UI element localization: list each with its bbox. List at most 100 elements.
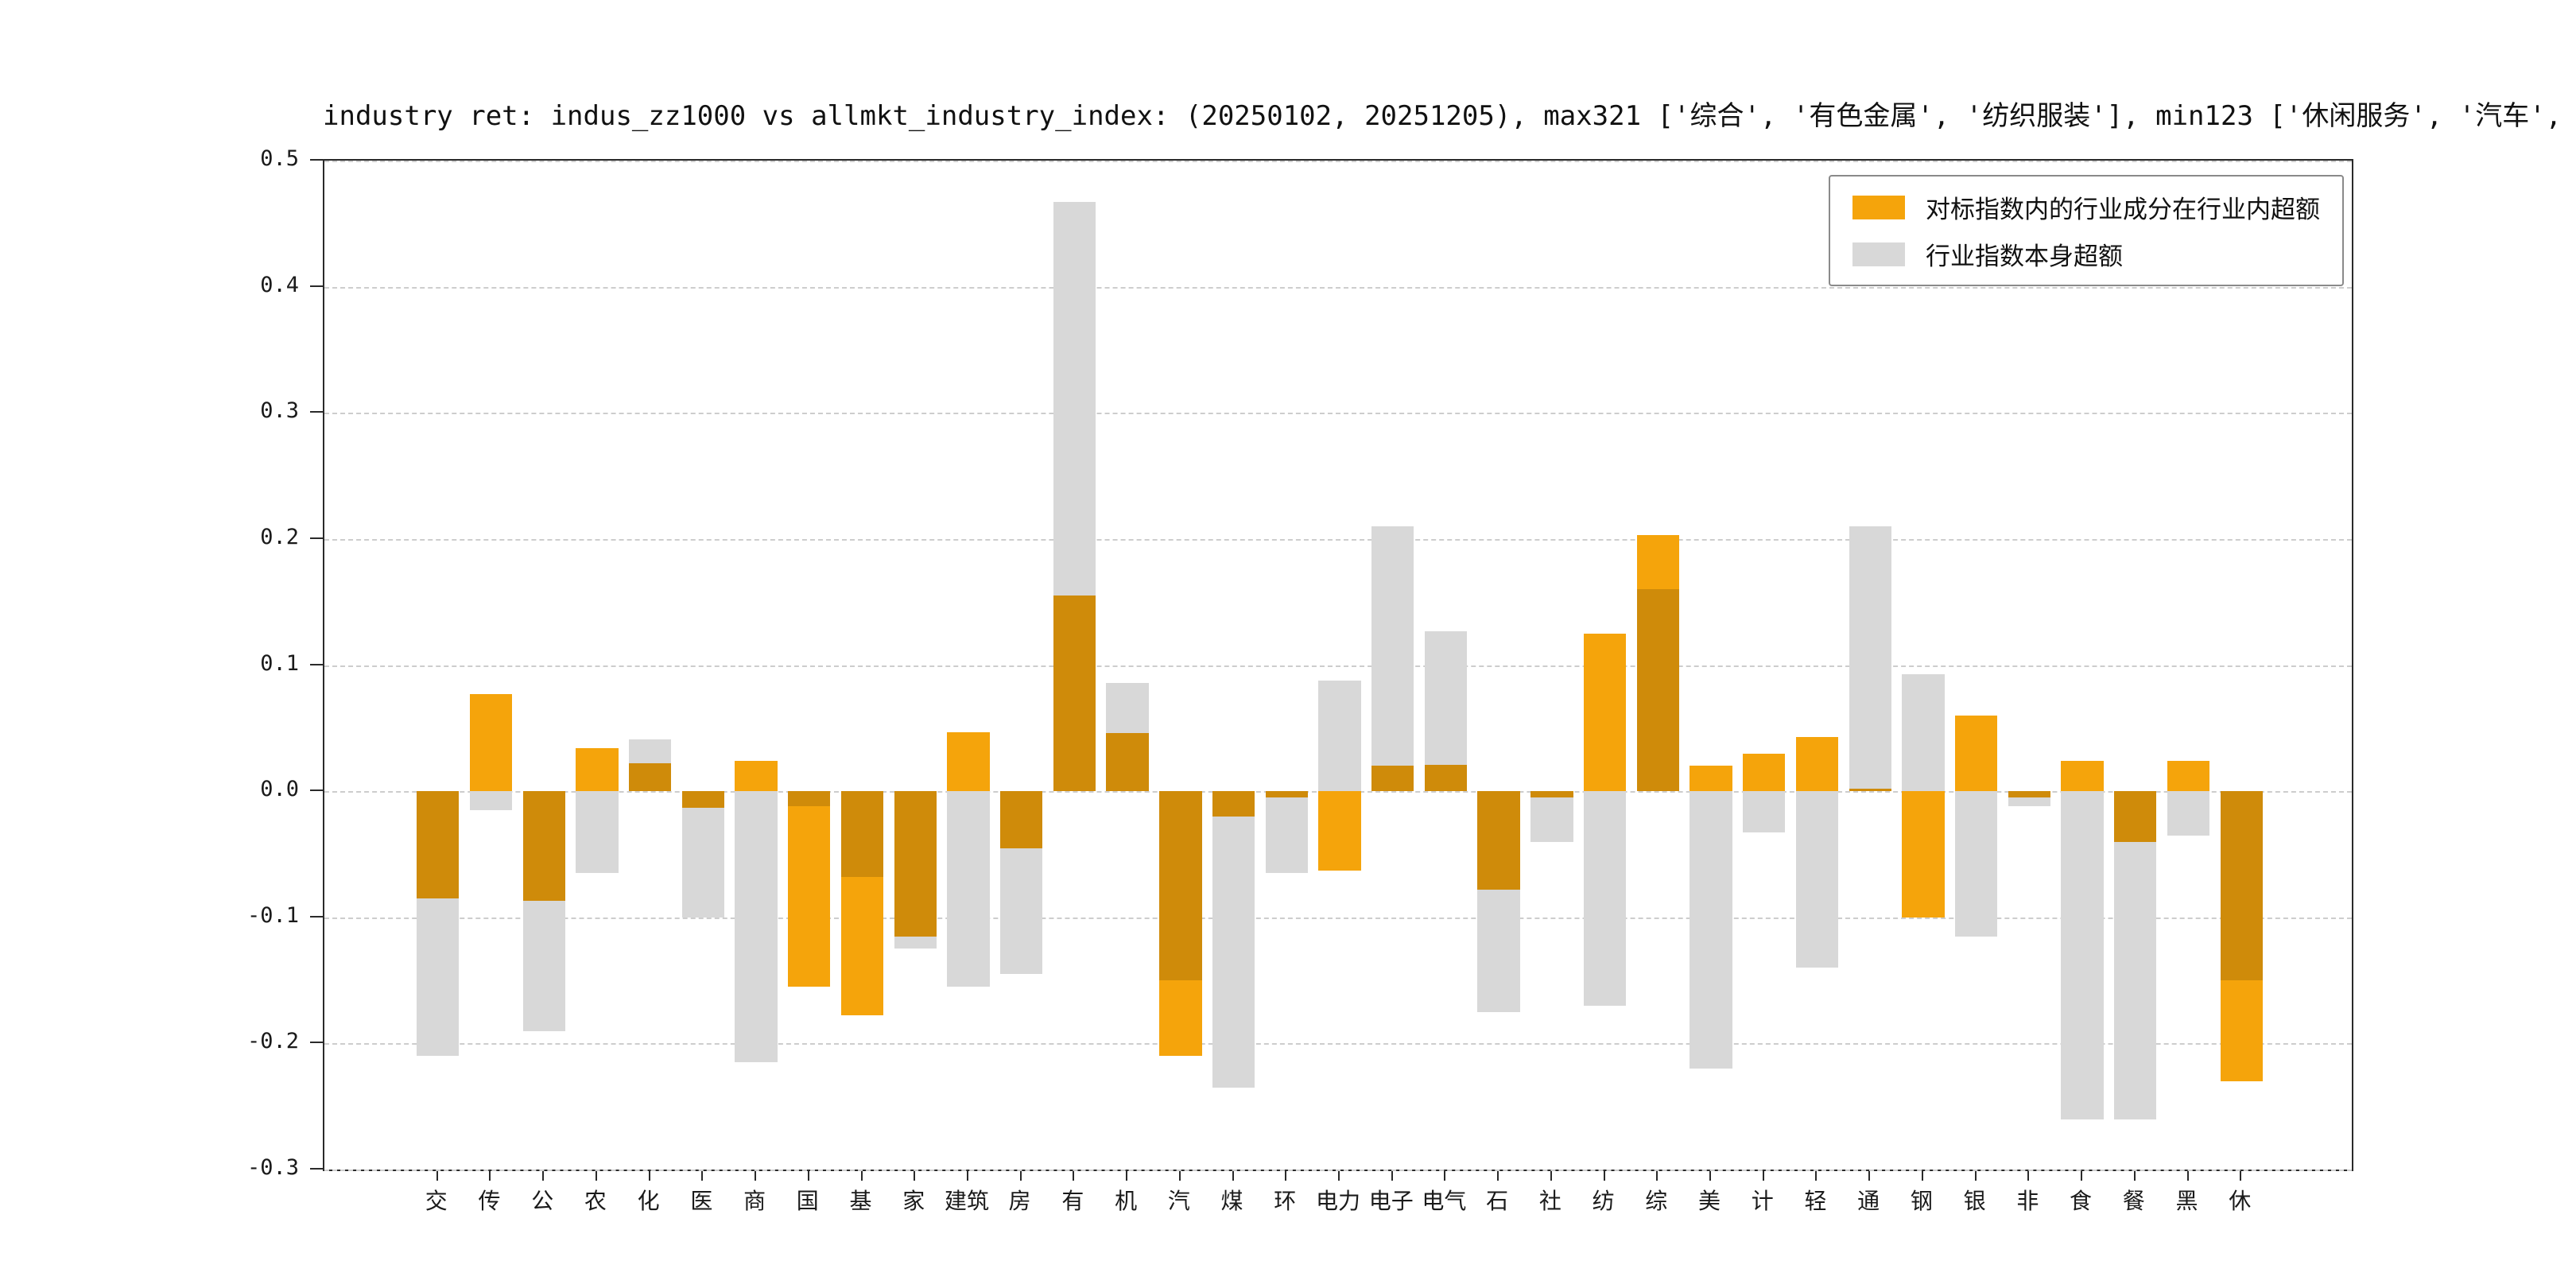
x-tick-label: 食 xyxy=(2070,1188,2093,1214)
legend-item: 对标指数内的行业成分在行业内超额 xyxy=(1852,189,2320,225)
x-tick-label: 社 xyxy=(1538,1188,1562,1214)
bar-gray-纺 xyxy=(1583,791,1627,1006)
x-tick-label: 电力 xyxy=(1315,1188,1360,1214)
x-tick-label: 基 xyxy=(849,1188,872,1214)
bar-gray-钢 xyxy=(1902,673,1945,792)
plot-area: 对标指数内的行业成分在行业内超额 行业指数本身超额 xyxy=(323,159,2353,1171)
bar-orange-传 xyxy=(469,693,513,792)
x-tick-label: 交 xyxy=(425,1188,448,1214)
x-tick-label: 石 xyxy=(1486,1188,1509,1214)
bar-gray-通 xyxy=(1849,526,1891,792)
bar-gray-银 xyxy=(1954,791,1998,937)
x-tick-label: 汽 xyxy=(1167,1188,1190,1214)
x-tick-label: 有 xyxy=(1061,1188,1084,1214)
bar-orange-美 xyxy=(1690,766,1732,792)
bar-orange-电力 xyxy=(1318,791,1361,871)
bar-orange-餐 xyxy=(2114,791,2157,842)
x-tick-label: 电子 xyxy=(1368,1188,1414,1214)
bar-gray-美 xyxy=(1690,791,1732,1069)
x-tick-mark xyxy=(1921,1171,1923,1181)
x-tick-mark xyxy=(1126,1171,1128,1181)
bar-orange-建筑 xyxy=(947,731,990,792)
bar-orange-休 xyxy=(2220,791,2263,1081)
bar-orange-农 xyxy=(576,748,619,792)
bar-gray-建筑 xyxy=(947,791,990,987)
bar-gray-煤 xyxy=(1212,791,1255,1088)
x-tick-mark xyxy=(648,1171,650,1181)
legend: 对标指数内的行业成分在行业内超额 行业指数本身超额 xyxy=(1829,175,2344,286)
bar-orange-有 xyxy=(1053,596,1096,792)
x-tick-mark xyxy=(2186,1171,2189,1181)
x-tick-mark xyxy=(966,1171,968,1181)
y-tick-mark xyxy=(310,663,323,665)
x-tick-mark xyxy=(1178,1171,1181,1181)
bar-orange-钢 xyxy=(1902,791,1945,918)
bar-gray-环 xyxy=(1265,791,1308,874)
x-tick-label: 化 xyxy=(637,1188,660,1214)
bar-orange-交 xyxy=(417,791,460,898)
x-tick-mark xyxy=(807,1171,809,1181)
bar-orange-轻 xyxy=(1795,736,1839,792)
x-tick-label: 煤 xyxy=(1220,1188,1243,1214)
x-tick-mark xyxy=(1285,1171,1287,1181)
y-tick-mark xyxy=(310,537,323,539)
x-tick-mark xyxy=(1656,1171,1658,1181)
y-tick-label: 0.4 xyxy=(260,272,299,297)
bar-orange-汽 xyxy=(1159,791,1202,1057)
x-tick-label: 房 xyxy=(1008,1188,1031,1214)
bar-gray-商 xyxy=(735,791,778,1063)
y-tick-label: 0.5 xyxy=(260,146,299,171)
x-tick-label: 家 xyxy=(902,1188,925,1214)
x-tick-mark xyxy=(1709,1171,1712,1181)
gridline xyxy=(324,286,2352,289)
x-tick-label: 非 xyxy=(2016,1188,2039,1214)
bar-orange-非 xyxy=(2008,791,2051,798)
x-tick-label: 综 xyxy=(1645,1188,1668,1214)
bar-orange-国 xyxy=(788,791,831,987)
x-tick-mark xyxy=(1444,1171,1446,1181)
x-tick-mark xyxy=(1073,1171,1075,1181)
bars-layer xyxy=(324,161,2352,1170)
gridline xyxy=(324,413,2352,415)
bar-orange-综 xyxy=(1636,535,1679,792)
y-tick-label: -0.2 xyxy=(246,1029,299,1054)
x-tick-label: 银 xyxy=(1963,1188,1986,1214)
bar-gray-传 xyxy=(469,791,513,810)
x-tick-mark xyxy=(1550,1171,1552,1181)
bar-gray-电气 xyxy=(1424,630,1468,792)
chart-title: industry ret: indus_zz1000 vs allmkt_ind… xyxy=(323,100,2576,132)
gridline xyxy=(324,538,2352,541)
bar-gray-食 xyxy=(2061,791,2104,1119)
x-tick-mark xyxy=(1338,1171,1340,1181)
bar-orange-化 xyxy=(628,763,672,792)
x-tick-mark xyxy=(1815,1171,1818,1181)
gridline xyxy=(324,665,2352,667)
x-tick-mark xyxy=(1391,1171,1393,1181)
x-tick-label: 环 xyxy=(1274,1188,1297,1214)
x-tick-label: 黑 xyxy=(2175,1188,2198,1214)
legend-item: 行业指数本身超额 xyxy=(1852,236,2320,272)
bar-orange-家 xyxy=(894,791,937,937)
y-tick-mark xyxy=(310,1168,323,1170)
bar-orange-社 xyxy=(1530,791,1573,798)
y-tick-label: -0.1 xyxy=(246,902,299,928)
bar-orange-公 xyxy=(522,791,565,902)
y-tick-label: 0.1 xyxy=(260,650,299,676)
bar-orange-房 xyxy=(999,791,1043,848)
x-tick-label: 电气 xyxy=(1422,1188,1467,1214)
bar-gray-轻 xyxy=(1795,791,1839,968)
x-tick-mark xyxy=(755,1171,757,1181)
bar-gray-餐 xyxy=(2114,791,2157,1119)
bar-orange-石 xyxy=(1477,791,1520,890)
x-tick-mark xyxy=(436,1171,438,1181)
legend-label: 对标指数内的行业成分在行业内超额 xyxy=(1926,196,2320,224)
y-tick-mark xyxy=(310,411,323,413)
x-tick-label: 通 xyxy=(1857,1188,1880,1214)
bar-gray-黑 xyxy=(2167,791,2210,836)
x-tick-label: 国 xyxy=(796,1188,819,1214)
x-tick-label: 纺 xyxy=(1592,1188,1615,1214)
x-tick-mark xyxy=(2027,1171,2030,1181)
bar-orange-黑 xyxy=(2167,761,2210,792)
x-tick-mark xyxy=(1019,1171,1022,1181)
